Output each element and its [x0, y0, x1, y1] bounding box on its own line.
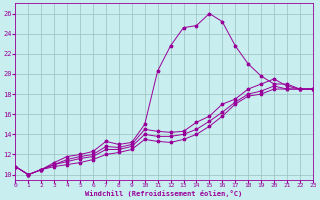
- X-axis label: Windchill (Refroidissement éolien,°C): Windchill (Refroidissement éolien,°C): [85, 190, 243, 197]
